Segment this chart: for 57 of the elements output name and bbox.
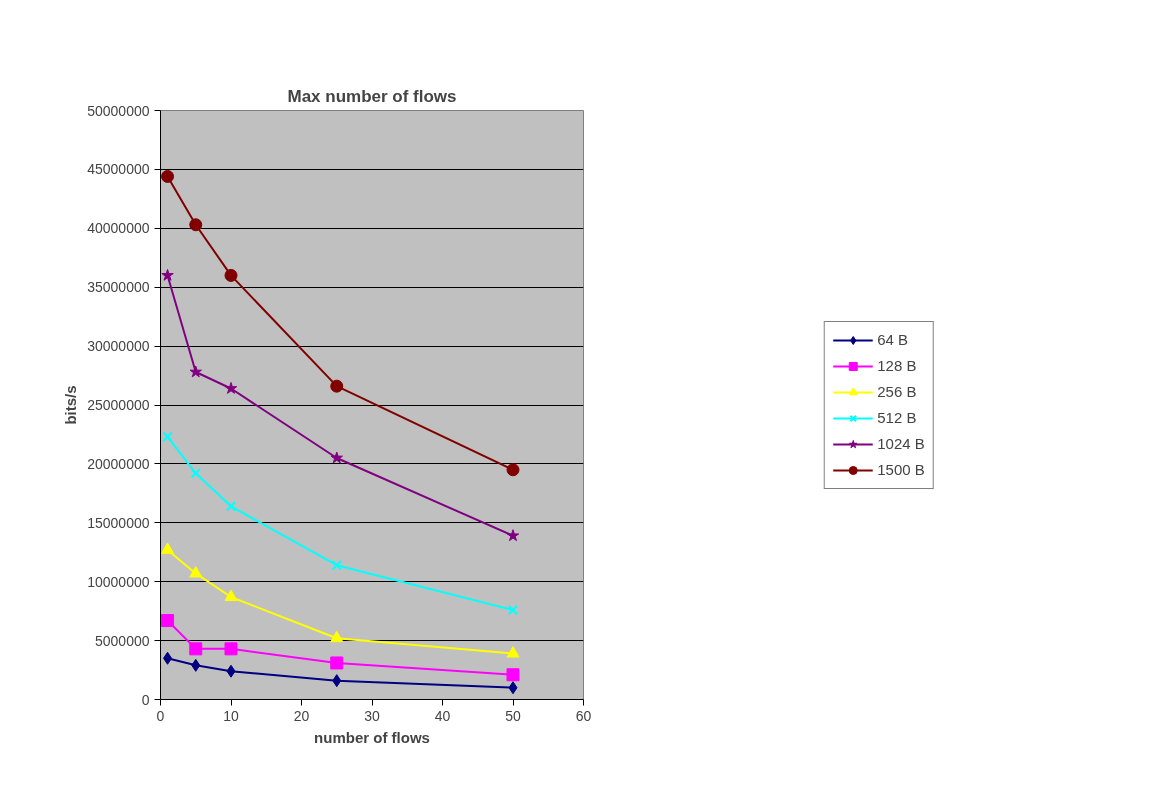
point	[331, 559, 342, 571]
x-tick-label: 30	[364, 707, 380, 724]
y-tick-label: 50000000	[87, 102, 150, 119]
x-tick-label: 40	[434, 707, 451, 724]
x-tick-label: 0	[156, 707, 165, 724]
point	[506, 463, 520, 477]
point	[161, 542, 175, 554]
legend-label: 512 B	[877, 409, 917, 426]
point	[224, 268, 238, 282]
point	[189, 218, 203, 232]
x-axis-title: number of flows	[314, 728, 430, 746]
point	[189, 365, 202, 378]
point	[225, 501, 237, 512]
y-tick-label: 15000000	[87, 514, 150, 531]
point	[506, 668, 520, 682]
point	[506, 646, 520, 658]
x-tick-label: 50	[505, 707, 521, 724]
y-axis-title: bits/s	[62, 385, 80, 425]
point	[224, 589, 238, 601]
point	[224, 642, 238, 656]
legend-label: 1500 B	[877, 461, 925, 478]
x-tick-label: 20	[293, 707, 310, 724]
point	[508, 681, 518, 695]
point	[506, 529, 520, 542]
legend-label: 1024 B	[877, 435, 925, 452]
y-tick-label: 5000000	[95, 632, 150, 649]
y-tick-label: 10000000	[87, 573, 150, 590]
y-tick-label: 30000000	[87, 338, 150, 355]
point	[332, 674, 342, 688]
point	[161, 614, 175, 628]
point	[330, 379, 344, 393]
point	[189, 566, 203, 578]
point	[330, 656, 344, 670]
point	[162, 431, 173, 443]
chart-title: Max number of flows	[287, 86, 457, 106]
point	[161, 169, 175, 183]
legend-label: 64 B	[877, 331, 909, 348]
legend-label: 128 B	[877, 357, 917, 374]
point	[163, 651, 173, 665]
point	[226, 664, 236, 678]
point	[330, 451, 343, 464]
point	[191, 658, 201, 672]
y-tick-label: 20000000	[87, 455, 150, 472]
point	[507, 604, 519, 616]
y-tick-label: 25000000	[87, 397, 150, 413]
y-tick-label: 45000000	[87, 161, 150, 178]
point	[224, 382, 238, 394]
y-tick-label: 0	[141, 691, 150, 708]
point	[161, 268, 174, 281]
y-tick-label: 40000000	[87, 220, 150, 237]
x-tick-label: 60	[575, 707, 592, 724]
legend-label: 256 B	[877, 383, 917, 400]
point	[189, 642, 203, 656]
point	[190, 468, 201, 479]
point	[330, 630, 344, 643]
x-tick-label: 10	[223, 707, 239, 724]
y-tick-label: 35000000	[87, 279, 150, 296]
